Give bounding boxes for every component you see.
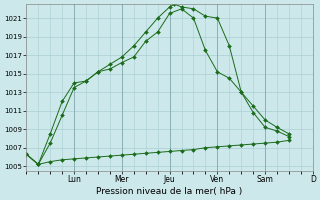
X-axis label: Pression niveau de la mer( hPa ): Pression niveau de la mer( hPa ) <box>97 187 243 196</box>
